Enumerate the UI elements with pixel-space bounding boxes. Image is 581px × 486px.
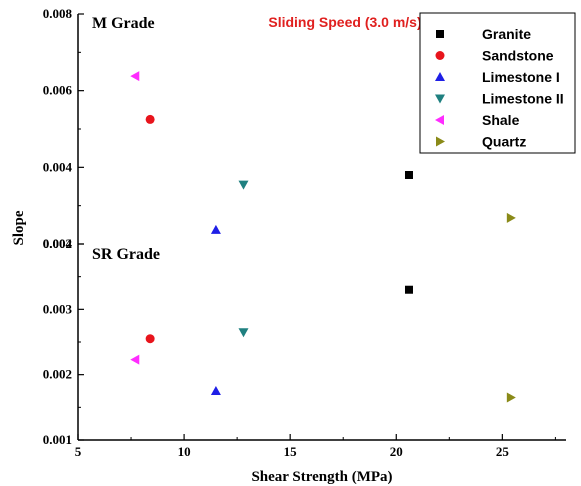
y-tick-label: 0.004 bbox=[43, 159, 73, 174]
data-point-sandstone bbox=[145, 114, 155, 124]
legend: Granite Sandstone Limestone I Limestone II S… bbox=[419, 12, 576, 154]
y-tick-label: 0.008 bbox=[43, 6, 73, 21]
legend-marker-shale bbox=[435, 115, 444, 125]
legend-label-shale: Shale bbox=[482, 112, 520, 128]
x-tick-label: 15 bbox=[284, 444, 298, 459]
data-point-limestone-ii bbox=[238, 180, 249, 190]
y-tick-label: 0.001 bbox=[43, 432, 72, 447]
panel-label-sr-grade: SR Grade bbox=[92, 246, 160, 263]
legend-label-limestone-i: Limestone I bbox=[482, 69, 560, 85]
x-tick-label: 25 bbox=[496, 444, 510, 459]
legend-label-quartz: Quartz bbox=[482, 134, 526, 150]
data-point-quartz bbox=[506, 212, 516, 223]
legend-label-sandstone: Sandstone bbox=[482, 48, 554, 64]
data-point-sandstone bbox=[145, 334, 155, 344]
data-point-limestone-ii bbox=[238, 328, 249, 338]
data-point-shale bbox=[130, 354, 140, 365]
legend-marker-limestone-i bbox=[435, 72, 445, 81]
x-axis-title: Shear Strength (MPa) bbox=[251, 469, 392, 485]
legend-marker-granite bbox=[436, 30, 444, 38]
x-tick-label: 10 bbox=[178, 444, 191, 459]
data-point-limestone-i bbox=[210, 386, 221, 395]
legend-box bbox=[419, 12, 576, 154]
legend-marker-limestone-ii bbox=[435, 94, 445, 104]
panel-label-m-grade: M Grade bbox=[92, 15, 155, 32]
y-axis-title: Slope bbox=[11, 210, 27, 245]
data-point-granite bbox=[404, 171, 413, 179]
legend-marker-sandstone bbox=[435, 51, 445, 60]
legend-marker-quartz bbox=[436, 136, 445, 147]
y-tick-label: 0.003 bbox=[43, 301, 73, 316]
x-tick-label: 20 bbox=[390, 444, 403, 459]
x-axis: 5 10 15 20 25 bbox=[75, 434, 566, 459]
y-tick-label: 0.006 bbox=[43, 83, 73, 98]
data-point-shale bbox=[130, 71, 140, 82]
y-tick-label: 0.002 bbox=[43, 236, 72, 251]
data-point-quartz bbox=[506, 392, 516, 403]
data-point-limestone-i bbox=[210, 224, 221, 234]
y-tick-label: 0.004 bbox=[43, 236, 73, 251]
sliding-speed-annotation: Sliding Speed (3.0 m/s) bbox=[268, 14, 421, 30]
data-point-granite bbox=[404, 285, 413, 294]
legend-label-limestone-ii: Limestone II bbox=[482, 91, 564, 107]
y-tick-label: 0.002 bbox=[43, 367, 72, 382]
legend-label-granite: Granite bbox=[482, 26, 531, 42]
x-tick-label: 5 bbox=[75, 444, 82, 459]
panel-sr-grade: 0.001 0.002 0.003 0.004 bbox=[43, 236, 516, 447]
chart-panels: 0.0020.0040.0060.0080.0010.0020.0030.004… bbox=[43, 6, 566, 459]
